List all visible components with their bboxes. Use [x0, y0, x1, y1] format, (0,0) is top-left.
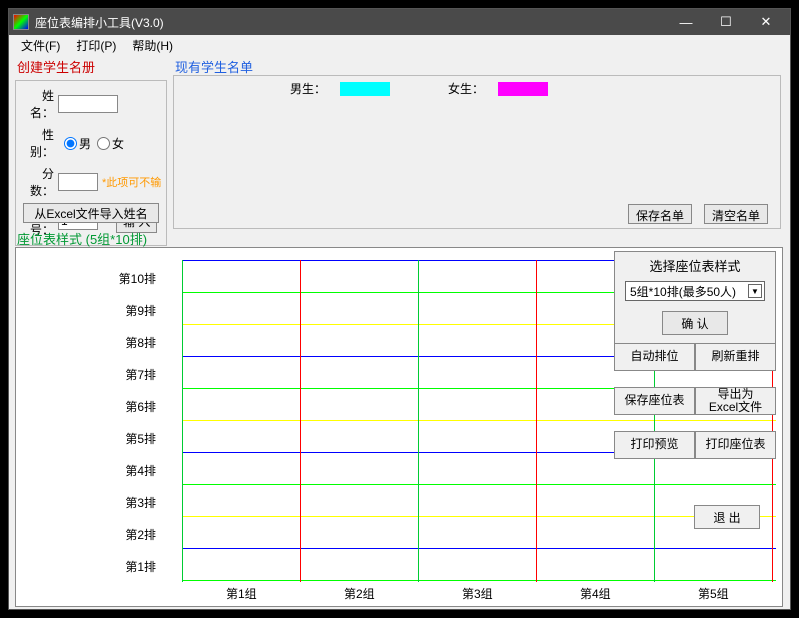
- maximize-button[interactable]: ☐: [706, 9, 746, 35]
- clear-list-button[interactable]: 清空名单: [704, 204, 768, 224]
- right-buttons: 自动排位 刷新重排 保存座位表 导出为 Excel文件 打印预览 打印座位表: [614, 343, 776, 475]
- menubar: 文件(F) 打印(P) 帮助(H): [9, 35, 790, 55]
- print-preview-button[interactable]: 打印预览: [614, 431, 695, 459]
- menu-help[interactable]: 帮助(H): [124, 36, 181, 55]
- gender-male-radio[interactable]: [64, 137, 77, 150]
- exit-button[interactable]: 退 出: [694, 505, 760, 529]
- row-label: 第2排: [16, 526, 156, 543]
- auto-arrange-button[interactable]: 自动排位: [614, 343, 695, 371]
- row-label: 第5排: [16, 430, 156, 447]
- minimize-button[interactable]: —: [666, 9, 706, 35]
- refresh-button[interactable]: 刷新重排: [695, 343, 776, 371]
- app-icon: [13, 14, 29, 30]
- col-label: 第4组: [580, 585, 611, 602]
- style-panel: 选择座位表样式 5组*10排(最多50人) ▼ 确 认: [614, 251, 776, 346]
- score-label: 分数：: [20, 165, 54, 199]
- row-label: 第7排: [16, 366, 156, 383]
- female-swatch: [498, 82, 548, 96]
- style-panel-title: 选择座位表样式: [623, 256, 767, 275]
- import-excel-button[interactable]: 从Excel文件导入姓名: [23, 203, 159, 223]
- confirm-button[interactable]: 确 认: [662, 311, 728, 335]
- gender-female-radio[interactable]: [97, 137, 110, 150]
- style-select[interactable]: 5组*10排(最多50人) ▼: [625, 281, 765, 301]
- col-label: 第3组: [462, 585, 493, 602]
- create-title: 创建学生名册: [15, 57, 167, 80]
- menu-file[interactable]: 文件(F): [13, 36, 68, 55]
- gender-legend: 男生： 女生：: [284, 80, 548, 97]
- create-roster-panel: 创建学生名册 姓名： 性别： 男 女 分数： *此项可不输: [15, 57, 167, 197]
- titlebar: 座位表编排小工具(V3.0) — ☐ ✕: [9, 9, 790, 35]
- save-seat-button[interactable]: 保存座位表: [614, 387, 695, 415]
- row-label: 第3排: [16, 494, 156, 511]
- window-title: 座位表编排小工具(V3.0): [35, 14, 666, 31]
- print-seat-button[interactable]: 打印座位表: [695, 431, 776, 459]
- score-input[interactable]: [58, 173, 98, 191]
- row-label: 第9排: [16, 302, 156, 319]
- score-hint: *此项可不输: [102, 174, 161, 190]
- chevron-down-icon: ▼: [748, 284, 762, 298]
- row-label: 第6排: [16, 398, 156, 415]
- row-label: 第4排: [16, 462, 156, 479]
- col-label: 第1组: [226, 585, 257, 602]
- col-label: 第5组: [698, 585, 729, 602]
- col-label: 第2组: [344, 585, 375, 602]
- gender-label: 性别：: [20, 126, 54, 160]
- menu-print[interactable]: 打印(P): [68, 36, 124, 55]
- name-label: 姓名：: [20, 87, 54, 121]
- students-panel: 现有学生名单 男生： 女生： 保存名单 清空名单: [173, 57, 781, 229]
- row-label: 第1排: [16, 558, 156, 575]
- male-swatch: [340, 82, 390, 96]
- close-button[interactable]: ✕: [746, 9, 786, 35]
- name-input[interactable]: [58, 95, 118, 113]
- row-label: 第8排: [16, 334, 156, 351]
- save-list-button[interactable]: 保存名单: [628, 204, 692, 224]
- row-label: 第10排: [16, 270, 156, 287]
- export-excel-button[interactable]: 导出为 Excel文件: [695, 387, 776, 415]
